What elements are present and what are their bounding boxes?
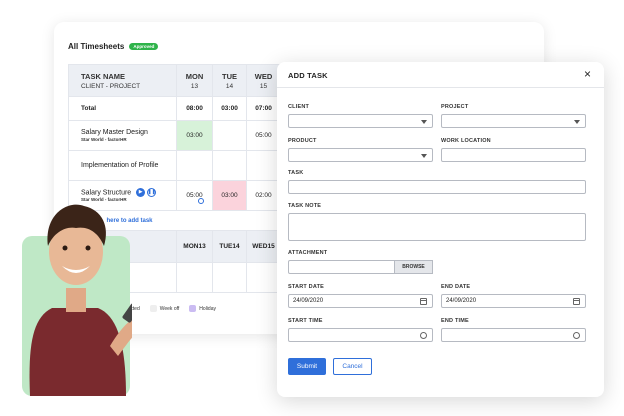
chevron-down-icon bbox=[421, 120, 427, 124]
neck bbox=[66, 288, 86, 312]
attachment-label: ATTACHMENT bbox=[288, 250, 328, 256]
timesheet-title: All Timesheets bbox=[68, 42, 125, 51]
clock-icon[interactable] bbox=[420, 332, 427, 339]
total-cell: 08:00 bbox=[176, 96, 213, 121]
start-date-input[interactable]: 24/09/2020 bbox=[288, 294, 433, 308]
task-field: TASK bbox=[288, 170, 586, 194]
dialog-title: ADD TASK bbox=[288, 71, 328, 80]
attachment-filename[interactable] bbox=[288, 260, 395, 274]
legend-week-off: Week off bbox=[159, 305, 180, 312]
client-select[interactable] bbox=[288, 114, 433, 128]
pause-icon[interactable]: ❚❚ bbox=[147, 187, 157, 197]
end-time-input[interactable] bbox=[441, 328, 586, 342]
time-cell[interactable] bbox=[176, 150, 213, 181]
legend-holiday: Holiday bbox=[199, 305, 216, 312]
time-cell[interactable] bbox=[212, 120, 247, 151]
task-note-field: TASK NOTE bbox=[288, 203, 586, 241]
task-cell: Salary Master Design Star World - factor… bbox=[68, 120, 177, 151]
start-date-label: START DATE bbox=[288, 284, 325, 290]
time-cell[interactable] bbox=[212, 150, 247, 181]
project-select[interactable] bbox=[441, 114, 586, 128]
shirt bbox=[29, 308, 126, 396]
chevron-down-icon bbox=[421, 154, 427, 158]
end-date-field: END DATE 24/09/2020 bbox=[441, 284, 586, 308]
calendar-icon[interactable] bbox=[573, 298, 580, 305]
task-cell: Salary Structure ▶ ❚❚ Star World - facto… bbox=[68, 180, 177, 211]
time-cell[interactable] bbox=[246, 150, 281, 181]
total-cell: 03:00 bbox=[212, 96, 247, 121]
chevron-down-icon bbox=[574, 120, 580, 124]
week-off-swatch bbox=[149, 305, 157, 312]
clock-icon[interactable] bbox=[573, 332, 580, 339]
face bbox=[49, 219, 103, 285]
task-label: TASK bbox=[288, 170, 304, 176]
attachment-input: BROWSE bbox=[288, 260, 433, 274]
phone bbox=[122, 303, 132, 323]
submit-button[interactable]: Submit bbox=[288, 358, 326, 375]
product-select[interactable] bbox=[288, 148, 433, 162]
browse-button[interactable]: BROWSE bbox=[395, 260, 433, 274]
cancel-button[interactable]: Cancel bbox=[333, 358, 372, 375]
person-illustration bbox=[22, 204, 132, 396]
client-label: CLIENT bbox=[288, 104, 310, 110]
timesheet-header: All Timesheets Approved bbox=[68, 42, 159, 51]
column-header: TUE14 bbox=[212, 230, 247, 263]
total-label: Total bbox=[68, 96, 177, 121]
time-cell[interactable]: 03:00 bbox=[212, 180, 247, 211]
timer-controls: ▶ ❚❚ bbox=[136, 187, 157, 197]
holiday-swatch bbox=[189, 305, 197, 312]
column-header: MON13 bbox=[176, 230, 213, 263]
end-time-field: END TIME bbox=[441, 318, 586, 342]
work-location-input[interactable] bbox=[441, 148, 586, 162]
end-date-input[interactable]: 24/09/2020 bbox=[441, 294, 586, 308]
task-note-label: TASK NOTE bbox=[288, 203, 322, 209]
end-date-label: END DATE bbox=[441, 284, 471, 290]
task-name-header: TASK NAME CLIENT - PROJECT bbox=[68, 64, 177, 97]
task-cell: Implementation of Profile bbox=[68, 150, 177, 181]
end-time-label: END TIME bbox=[441, 318, 469, 324]
time-cell[interactable]: 05:00 bbox=[176, 180, 213, 211]
time-cell[interactable]: 05:00 bbox=[246, 120, 281, 151]
product-label: PRODUCT bbox=[288, 138, 317, 144]
time-cell[interactable]: 02:00 bbox=[246, 180, 281, 211]
client-field: CLIENT bbox=[288, 104, 433, 128]
project-field: PROJECT bbox=[441, 104, 586, 128]
play-icon[interactable]: ▶ bbox=[136, 187, 146, 197]
project-label: PROJECT bbox=[441, 104, 469, 110]
product-field: PRODUCT bbox=[288, 138, 433, 162]
work-location-field: WORK LOCATION bbox=[441, 138, 586, 162]
status-badge: Approved bbox=[129, 43, 159, 50]
work-location-label: WORK LOCATION bbox=[441, 138, 491, 144]
calendar-icon[interactable] bbox=[420, 298, 427, 305]
close-icon[interactable]: × bbox=[583, 67, 591, 81]
attachment-field: ATTACHMENT BROWSE bbox=[288, 250, 433, 274]
alarm-icon bbox=[198, 198, 204, 204]
task-input[interactable] bbox=[288, 180, 586, 194]
time-cell[interactable]: 03:00 bbox=[176, 120, 213, 151]
start-date-field: START DATE 24/09/2020 bbox=[288, 284, 433, 308]
hair bbox=[47, 204, 106, 246]
total-cell: 07:00 bbox=[246, 96, 281, 121]
dialog-header: ADD TASK × bbox=[277, 62, 604, 88]
column-header: WED15 bbox=[246, 230, 281, 263]
task-note-textarea[interactable] bbox=[288, 213, 586, 241]
start-time-input[interactable] bbox=[288, 328, 433, 342]
start-time-field: START TIME bbox=[288, 318, 433, 342]
add-task-dialog: ADD TASK × CLIENT PROJECT PRODUCT WORK L… bbox=[277, 62, 604, 397]
start-time-label: START TIME bbox=[288, 318, 323, 324]
arm bbox=[110, 319, 132, 356]
smile bbox=[62, 266, 90, 273]
